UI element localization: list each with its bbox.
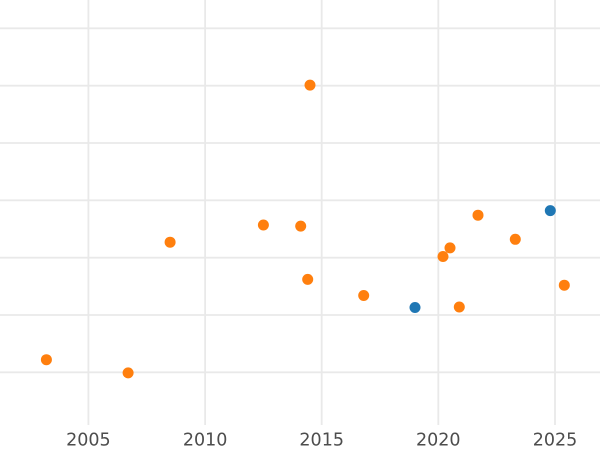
x-tick-label: 2025 xyxy=(533,431,578,450)
data-point-orange-series xyxy=(302,273,314,285)
data-point-orange-series xyxy=(437,251,449,262)
data-point-orange-series xyxy=(164,236,176,248)
data-point-blue-series xyxy=(544,205,556,217)
data-point-orange-series xyxy=(444,242,456,254)
x-tick-label: 2020 xyxy=(416,431,461,450)
data-point-orange-series xyxy=(257,219,269,231)
data-point-orange-series xyxy=(122,367,134,379)
data-point-orange-series xyxy=(453,301,465,313)
data-point-orange-series xyxy=(558,279,570,291)
data-point-orange-series xyxy=(40,354,52,366)
x-tick-label: 2015 xyxy=(299,431,344,450)
x-tick-label: 2010 xyxy=(183,431,228,450)
data-point-orange-series xyxy=(472,209,484,221)
data-point-orange-series xyxy=(295,220,307,232)
data-point-orange-series xyxy=(509,233,521,245)
data-point-blue-series xyxy=(409,302,421,313)
data-point-orange-series xyxy=(358,290,370,301)
x-tick-label: 2005 xyxy=(66,431,111,450)
data-point-orange-series xyxy=(304,79,316,91)
